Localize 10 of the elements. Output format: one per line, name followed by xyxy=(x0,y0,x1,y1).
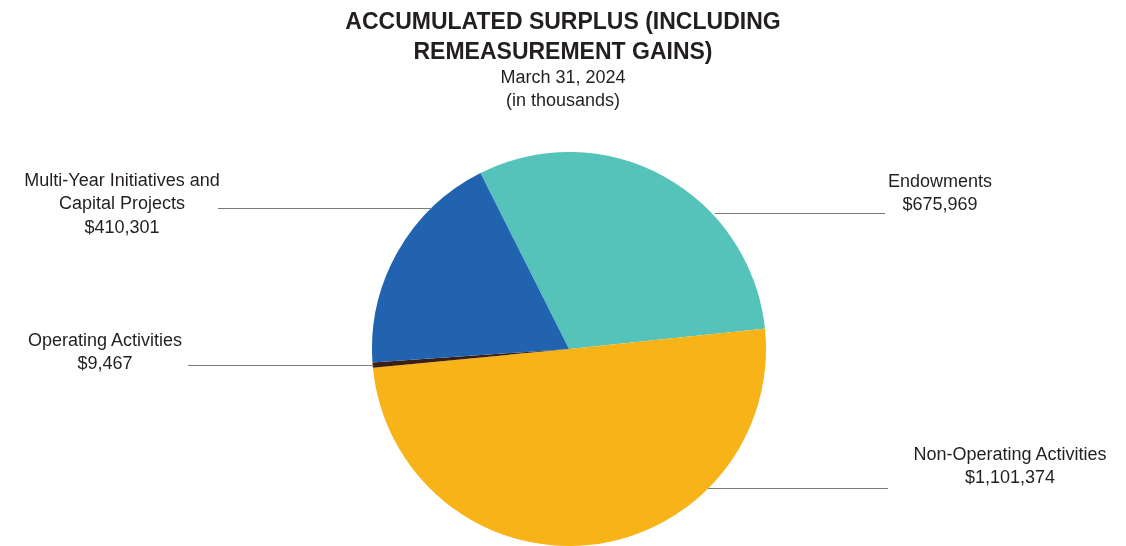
data-label: $9,467 xyxy=(77,353,133,374)
data-label: $675,969 xyxy=(902,194,978,215)
data-label: $410,301 xyxy=(84,216,160,237)
slice-label: Endowments xyxy=(887,170,993,191)
slice-label: Operating Activities xyxy=(27,329,183,350)
chart-subtitle: March 31, 2024 (in thousands) xyxy=(499,66,627,112)
slice-label: Multi-Year Initiatives and Capital Projects xyxy=(24,169,220,214)
slice-label: Non-Operating Activities xyxy=(913,443,1107,464)
data-label: $1,101,374 xyxy=(964,467,1056,488)
chart-title: ACCUMULATED SURPLUS (INCLUDING REMEASUREMENT GAINS) xyxy=(344,7,782,66)
